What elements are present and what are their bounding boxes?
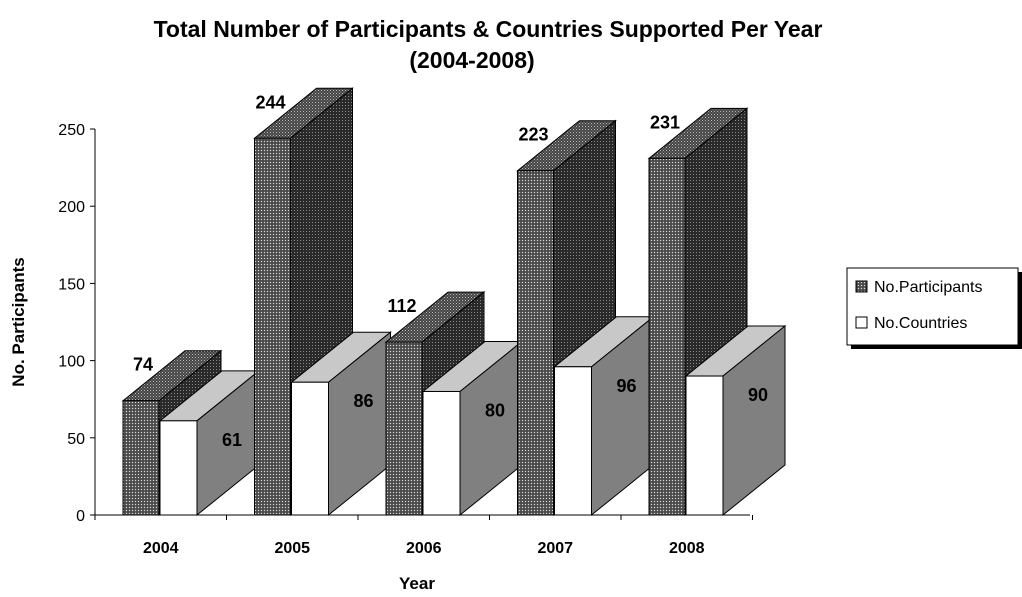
data-label-participants: 244: [255, 92, 285, 112]
legend-swatch-countries: [855, 316, 868, 329]
x-tick-label: 2006: [406, 540, 442, 557]
bar-countries-2008: [684, 324, 787, 517]
y-tick-label: 150: [58, 276, 85, 293]
bar-participants-2007-front: [517, 170, 554, 516]
axes: 0 50 100 150 200 250 2004 2005 2006 2007 2008: [58, 122, 753, 557]
legend-swatch-participants: [855, 280, 868, 293]
y-tick-label: 100: [58, 354, 85, 371]
y-tick-label: 200: [58, 199, 85, 216]
y-tick-label: 50: [67, 431, 85, 448]
x-tick-label: 2007: [537, 540, 573, 557]
data-labels: 74 244 112 223 231 61 86 80 96 90: [133, 92, 768, 450]
bar-countries-2005-front: [291, 381, 329, 516]
bar-countries-2005: [290, 331, 392, 517]
x-axis-title: Year: [399, 574, 435, 593]
x-tick-label: 2008: [669, 540, 705, 557]
legend-box: [846, 267, 1019, 346]
data-label-participants: 112: [387, 296, 416, 316]
bar-participants-2008-front: [648, 157, 686, 516]
legend: No.Participants No.Countries: [846, 267, 1022, 349]
bar-countries-2006: [421, 340, 524, 517]
bar-countries-2006-front: [422, 390, 461, 516]
bar-countries-2004-front: [159, 420, 198, 516]
data-label-countries: 86: [353, 391, 373, 411]
x-tick-label: 2004: [143, 540, 179, 557]
data-label-participants: 231: [650, 112, 680, 132]
chart-title-line2: (2004-2008): [409, 47, 534, 73]
chart-title-line1: Total Number of Participants & Countries…: [154, 16, 823, 42]
legend-label-countries: No.Countries: [874, 315, 967, 332]
bar-participants-2005-front: [254, 137, 291, 516]
legend-label-participants: No.Participants: [874, 279, 983, 296]
bar-countries-2008-front: [685, 375, 724, 516]
y-tick-label: 250: [58, 122, 85, 139]
data-label-countries: 90: [748, 385, 768, 405]
y-tick-label: 0: [76, 508, 85, 525]
data-label-participants: 74: [133, 355, 153, 375]
x-tick-label: 2005: [274, 540, 310, 557]
bar-participants-2004-front: [122, 400, 160, 516]
data-label-countries: 96: [616, 376, 636, 396]
data-label-countries: 61: [222, 430, 242, 450]
data-label-countries: 80: [485, 400, 505, 420]
bar-participants-2006-front: [385, 341, 423, 516]
data-label-participants: 223: [518, 125, 548, 145]
bars: [121, 87, 787, 517]
bar-countries-2004: [158, 369, 261, 517]
y-axis-title: No. Participants: [9, 257, 28, 386]
bar-countries-2007-front: [554, 366, 592, 516]
